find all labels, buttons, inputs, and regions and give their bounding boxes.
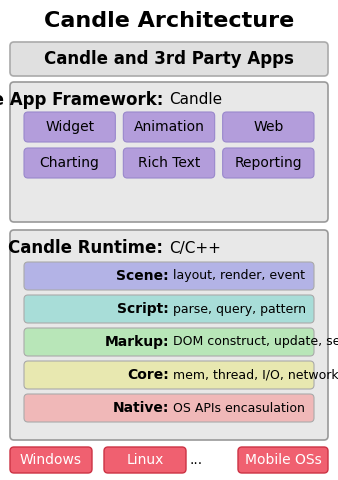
- Text: parse, query, pattern: parse, query, pattern: [169, 302, 306, 315]
- FancyBboxPatch shape: [10, 82, 328, 222]
- FancyBboxPatch shape: [10, 447, 92, 473]
- FancyBboxPatch shape: [238, 447, 328, 473]
- Text: Candle and 3rd Party Apps: Candle and 3rd Party Apps: [44, 50, 294, 68]
- Text: Web: Web: [253, 120, 284, 134]
- FancyBboxPatch shape: [223, 148, 314, 178]
- Text: Candle: Candle: [169, 93, 222, 108]
- FancyBboxPatch shape: [223, 112, 314, 142]
- FancyBboxPatch shape: [123, 148, 215, 178]
- FancyBboxPatch shape: [24, 295, 314, 323]
- Text: Scene:: Scene:: [116, 269, 169, 283]
- Text: Core:: Core:: [127, 368, 169, 382]
- Text: Rich Text: Rich Text: [138, 156, 200, 170]
- Text: C/C++: C/C++: [169, 240, 221, 255]
- FancyBboxPatch shape: [24, 394, 314, 422]
- FancyBboxPatch shape: [24, 148, 115, 178]
- FancyBboxPatch shape: [24, 262, 314, 290]
- Text: Candle Architecture: Candle Architecture: [44, 11, 294, 31]
- Text: Animation: Animation: [134, 120, 204, 134]
- Text: Candle Runtime:: Candle Runtime:: [8, 239, 169, 257]
- FancyBboxPatch shape: [123, 112, 215, 142]
- Text: Candle App Framework:: Candle App Framework:: [0, 91, 169, 109]
- Text: Native:: Native:: [113, 401, 169, 415]
- FancyBboxPatch shape: [10, 230, 328, 440]
- Text: Mobile OSs: Mobile OSs: [245, 453, 321, 467]
- Text: Script:: Script:: [117, 302, 169, 316]
- Text: mem, thread, I/O, network, name, etc.: mem, thread, I/O, network, name, etc.: [169, 369, 338, 382]
- FancyBboxPatch shape: [104, 447, 186, 473]
- Text: OS APIs encasulation: OS APIs encasulation: [169, 401, 305, 415]
- Text: Windows: Windows: [20, 453, 82, 467]
- Text: Charting: Charting: [40, 156, 100, 170]
- Text: ...: ...: [189, 453, 202, 467]
- Text: Reporting: Reporting: [235, 156, 302, 170]
- FancyBboxPatch shape: [24, 112, 115, 142]
- Text: layout, render, event: layout, render, event: [169, 269, 305, 283]
- Text: Linux: Linux: [126, 453, 164, 467]
- Text: Widget: Widget: [45, 120, 94, 134]
- FancyBboxPatch shape: [24, 328, 314, 356]
- Text: Markup:: Markup:: [104, 335, 169, 349]
- FancyBboxPatch shape: [24, 361, 314, 389]
- Text: DOM construct, update, serialize: DOM construct, update, serialize: [169, 336, 338, 348]
- FancyBboxPatch shape: [10, 42, 328, 76]
